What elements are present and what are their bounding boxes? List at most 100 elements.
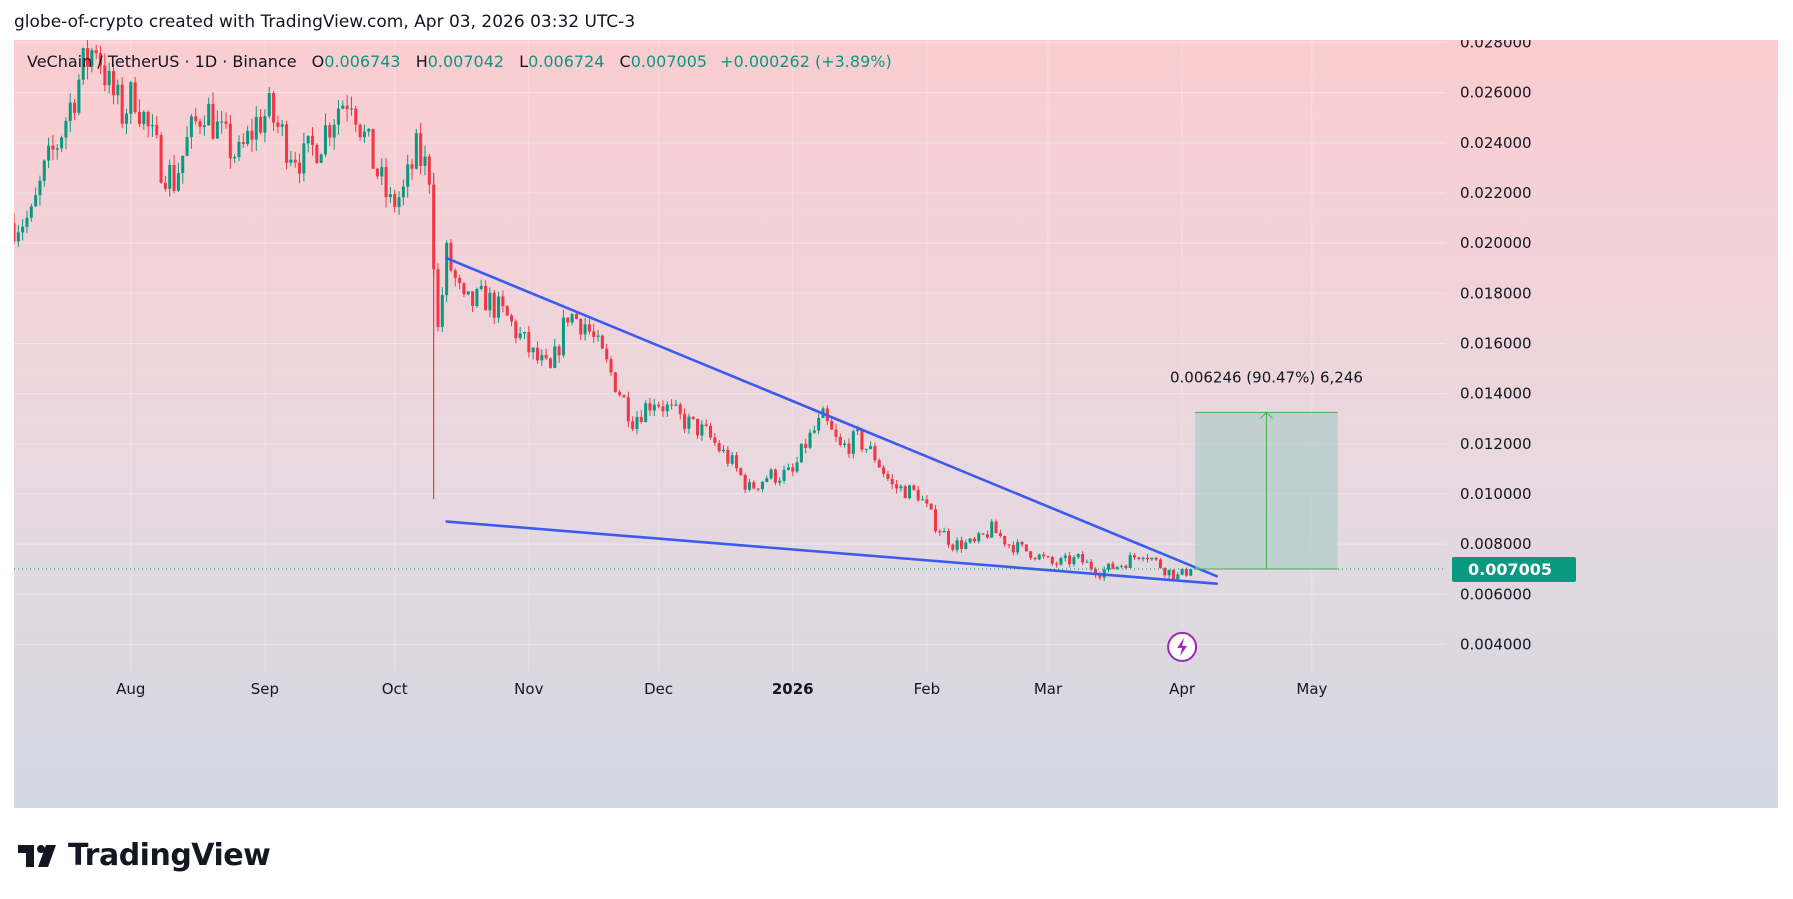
candle-body: [398, 197, 401, 207]
chart-frame[interactable]: 0.006246 (90.47%) 6,246 0.028000 0.026000…: [14, 40, 1778, 808]
legend-high-label: H: [416, 52, 428, 71]
y-tick-label: 0.028000: [1460, 40, 1532, 52]
candle-body: [592, 331, 595, 336]
logo-text: TradingView: [68, 838, 270, 873]
candle-body: [804, 444, 807, 448]
candle-body: [155, 125, 158, 135]
candle-body: [558, 346, 561, 355]
candle-body: [272, 93, 275, 123]
candle-body: [986, 534, 989, 537]
candle-body: [830, 421, 833, 430]
x-tick-label: Oct: [382, 680, 408, 698]
candle-body: [30, 206, 33, 217]
x-tick-label: 2026: [772, 680, 814, 698]
candle-body: [904, 486, 907, 498]
candle-body: [454, 270, 457, 277]
candle-body: [726, 450, 729, 464]
candle-body: [783, 470, 786, 481]
candle-body: [177, 173, 180, 191]
candle-body: [112, 71, 115, 95]
candle-body: [709, 426, 712, 438]
candle-body: [1029, 551, 1032, 558]
legend-change: +0.000262 (+3.89%): [720, 52, 892, 71]
candle-body: [501, 297, 504, 306]
candle-body: [441, 295, 444, 327]
candle-body: [333, 125, 336, 138]
candle-body: [121, 85, 124, 124]
legend-symbol[interactable]: VeChain / TetherUS · 1D · Binance: [27, 52, 297, 71]
lightning-icon[interactable]: [1168, 633, 1196, 661]
candle-body: [579, 319, 582, 334]
candle-body: [419, 133, 422, 166]
tradingview-logo[interactable]: TradingView: [18, 838, 270, 873]
candle-body: [1150, 558, 1153, 559]
candle-body: [843, 444, 846, 446]
candle-body: [116, 85, 119, 96]
candle-body: [1051, 557, 1054, 564]
candle-body: [713, 437, 716, 443]
candle-body: [497, 297, 500, 318]
candle-body: [268, 93, 271, 116]
legend-high-value: 0.007042: [428, 52, 504, 71]
candle-body: [1159, 560, 1162, 568]
candle-body: [610, 359, 613, 372]
legend-close-label: C: [620, 52, 631, 71]
candle-body: [778, 481, 781, 483]
legend-low-label: L: [519, 52, 528, 71]
candle-body: [406, 164, 409, 186]
candle-body: [194, 116, 197, 121]
price-chart[interactable]: 0.006246 (90.47%) 6,246 0.028000 0.026000…: [14, 40, 1778, 808]
candle-body: [320, 154, 323, 162]
y-tick-label: 0.010000: [1460, 485, 1532, 503]
candle-body: [415, 133, 418, 169]
candle-body: [134, 82, 137, 112]
x-tick-label: Feb: [914, 680, 941, 698]
candle-body: [882, 467, 885, 473]
candle-body: [480, 286, 483, 289]
candle-body: [1077, 554, 1080, 557]
candle-body: [571, 314, 574, 322]
candle-body: [614, 372, 617, 392]
candle-body: [545, 355, 548, 358]
candle-body: [307, 136, 310, 144]
candle-body: [393, 194, 396, 207]
candle-body: [207, 104, 210, 125]
candle-body: [281, 124, 284, 127]
symbol-legend: VeChain / TetherUS · 1D · Binance O0.006…: [27, 52, 892, 71]
candle-body: [947, 531, 950, 545]
candle-body: [160, 135, 163, 183]
candle-body: [1172, 570, 1175, 579]
candle-body: [627, 397, 630, 421]
candle-body: [1176, 575, 1179, 580]
candle-body: [964, 542, 967, 548]
candle-body: [389, 194, 392, 197]
candle-body: [1124, 566, 1127, 568]
candle-body: [21, 227, 24, 233]
candle-body: [1064, 556, 1067, 558]
candle-body: [731, 455, 734, 464]
candle-body: [449, 243, 452, 271]
candle-body: [722, 450, 725, 452]
candle-body: [224, 122, 227, 124]
candle-body: [869, 446, 872, 449]
svg-text:0.007005: 0.007005: [1468, 560, 1552, 579]
candle-body: [679, 405, 682, 414]
candle-body: [164, 183, 167, 189]
candle-body: [216, 122, 219, 139]
candle-body: [938, 531, 941, 532]
x-tick-label: Sep: [251, 680, 279, 698]
candle-body: [38, 181, 41, 195]
y-tick-label: 0.020000: [1460, 234, 1532, 252]
candle-body: [934, 509, 937, 531]
candle-body: [173, 165, 176, 191]
candle-body: [951, 545, 954, 550]
candle-body: [1081, 554, 1084, 562]
candle-body: [908, 485, 911, 498]
candle-body: [622, 395, 625, 397]
candle-body: [203, 125, 206, 127]
candle-body: [523, 332, 526, 333]
candle-body: [930, 504, 933, 510]
candle-body: [687, 417, 690, 429]
candle-body: [328, 125, 331, 137]
chart-attribution: globe-of-crypto created with TradingView…: [14, 12, 635, 32]
